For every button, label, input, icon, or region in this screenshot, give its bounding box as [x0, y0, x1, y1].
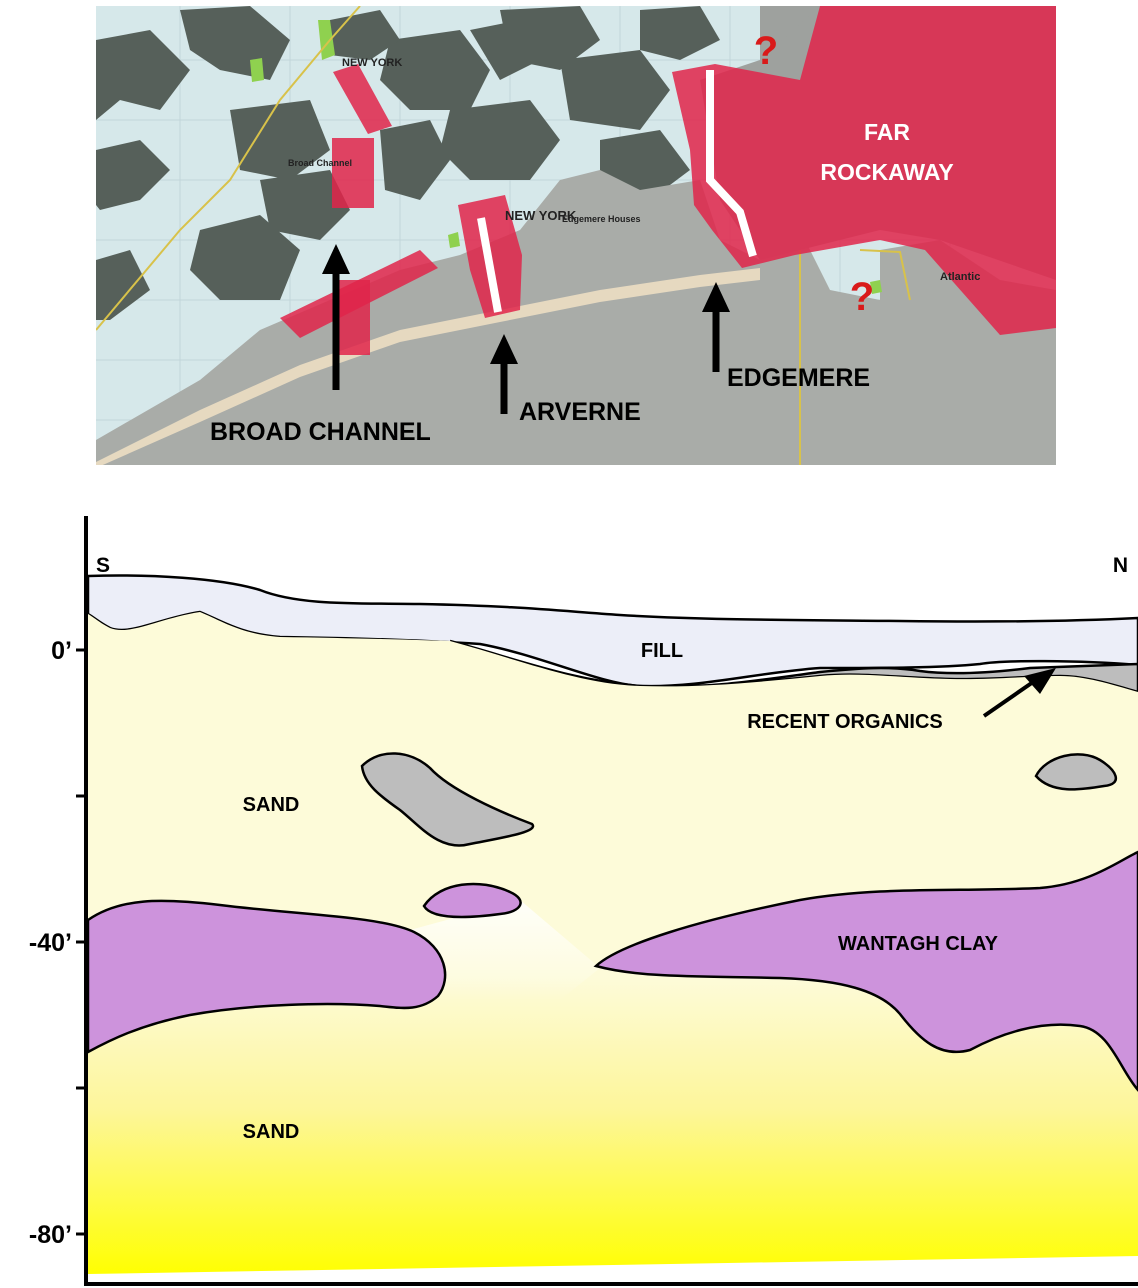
zone-bridge: [336, 280, 370, 355]
beach-strip: [96, 268, 760, 465]
label-sand-lower: SAND: [243, 1121, 300, 1143]
depth-label-40: -40’: [29, 929, 72, 957]
label-fill: FILL: [641, 640, 683, 662]
direction-north: N: [1113, 554, 1128, 577]
label-sand-upper: SAND: [243, 794, 300, 816]
clay-gap: [410, 900, 600, 1000]
county-boundary: [96, 6, 361, 331]
organics-lens-left: [360, 752, 535, 847]
location-map: NEW YORK NEW YORK Broad Channel Edgemere…: [96, 6, 1056, 465]
layer-sand: [88, 612, 1138, 1276]
highlight-zones: [280, 6, 1056, 355]
cross-section: 0’ -40’ -80’ S N FILL RECENT ORGANICS SA…: [29, 516, 1138, 1286]
map-text-edgemere: Edgemere Houses: [562, 214, 641, 224]
clay-wantagh: [593, 850, 1138, 1092]
section-base-line: [87, 1256, 1138, 1278]
label-broad-channel: BROAD CHANNEL: [210, 418, 431, 446]
uncertain-marker-south: ?: [850, 275, 874, 319]
label-arverne: ARVERNE: [519, 398, 641, 426]
map-text-broad-channel: Broad Channel: [288, 158, 352, 168]
organics-lens-right: [1034, 753, 1117, 791]
arverne-trace: [477, 217, 502, 313]
layer-fill: [86, 574, 1138, 688]
label-far-rockaway-1: FAR: [864, 119, 910, 145]
arrow-head-arverne-icon: [490, 334, 518, 364]
zone-broad-channel-north: [333, 64, 392, 134]
clay-body-left: [86, 899, 447, 1055]
zone-broad-channel-mid: [332, 138, 374, 208]
label-far-rockaway-2: ROCKAWAY: [820, 159, 953, 185]
label-edgemere: EDGEMERE: [727, 364, 870, 392]
clay-lens-small: [422, 882, 522, 919]
organics-leader: [982, 678, 1038, 718]
depth-label-0: 0’: [51, 637, 72, 665]
depth-ticks: [76, 648, 86, 1236]
map-text-atlantic: Atlantic: [940, 271, 980, 283]
label-recent-organics: RECENT ORGANICS: [747, 711, 943, 733]
zone-far-rockaway: [672, 6, 1056, 335]
depth-label-80: -80’: [29, 1221, 72, 1249]
rockaway-peninsula: [96, 170, 1056, 465]
arrow-head-edgemere-icon: [702, 282, 730, 312]
map-arrows: [322, 244, 730, 414]
map-text-new-york-1: NEW YORK: [342, 57, 402, 69]
direction-south: S: [96, 554, 110, 577]
arrow-head-broad-channel-icon: [322, 244, 350, 274]
edgemere-trace: [706, 70, 757, 258]
uncertain-marker-north: ?: [754, 29, 778, 73]
map-text-new-york-2: NEW YORK: [505, 208, 577, 223]
organics-arrow-head-icon: [1024, 668, 1056, 694]
label-wantagh-clay: WANTAGH CLAY: [838, 933, 999, 955]
